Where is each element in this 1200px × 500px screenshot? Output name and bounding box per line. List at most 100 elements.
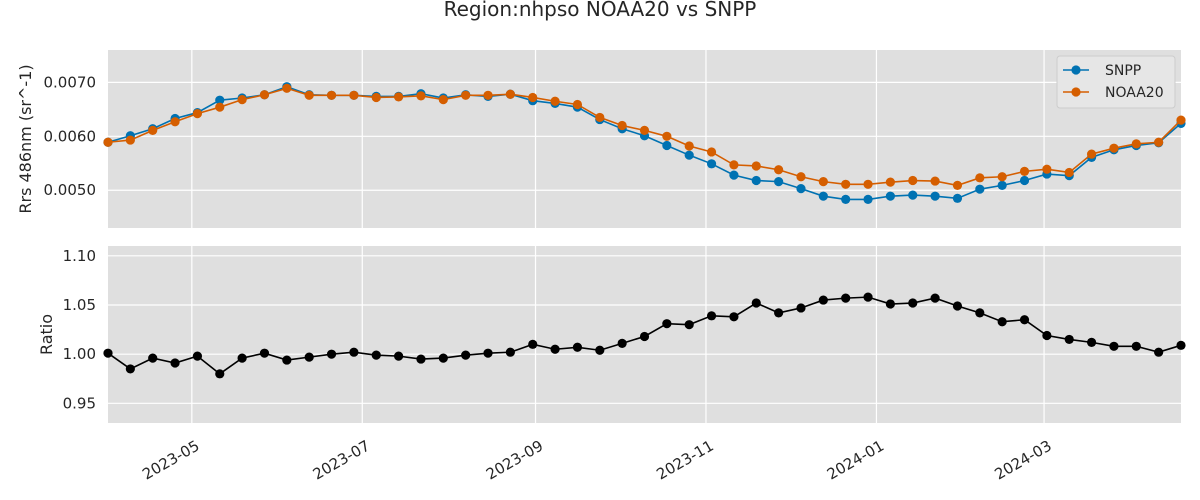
top-panel: 0.0050 0.0060 0.0070 Rrs 486nm (sr^-1) SNPP N… (16, 50, 1186, 228)
data-point (975, 184, 985, 194)
data-point (863, 194, 873, 205)
data-point (975, 308, 985, 318)
legend-marker (1071, 87, 1081, 97)
data-point (215, 102, 225, 112)
data-point (662, 131, 672, 141)
data-point (930, 191, 940, 201)
data-point (751, 161, 761, 171)
data-point (796, 172, 806, 182)
data-point (170, 117, 180, 127)
y-tick-label: 1.05 (63, 296, 96, 314)
x-tick-label: 2023-11 (653, 437, 716, 484)
data-point (572, 99, 583, 110)
data-point (282, 355, 292, 365)
data-point (1042, 330, 1052, 341)
y-axis-label: Ratio (37, 314, 56, 355)
data-point (148, 125, 158, 135)
data-point (438, 95, 448, 105)
data-point (729, 170, 739, 180)
data-point (1064, 167, 1074, 178)
data-point (952, 180, 963, 190)
data-point (1064, 334, 1074, 345)
data-point (192, 109, 203, 119)
data-point (975, 173, 985, 183)
data-point (215, 95, 225, 105)
data-point (1086, 337, 1097, 347)
data-point (930, 293, 940, 303)
data-point (684, 320, 694, 330)
data-point (170, 358, 180, 368)
chart-title: Region:nhpso NOAA20 vs SNPP (444, 0, 757, 21)
data-point (125, 135, 135, 145)
data-point (461, 350, 471, 360)
data-point (706, 311, 717, 321)
data-point (863, 179, 873, 189)
data-point (751, 175, 761, 186)
y-tick-label: 1.10 (63, 247, 96, 265)
data-point (751, 298, 761, 308)
data-point (371, 350, 381, 360)
x-tick-label: 2024-03 (992, 437, 1055, 484)
data-point (259, 90, 270, 100)
data-point (528, 339, 538, 349)
data-point (662, 140, 672, 151)
data-point (215, 369, 225, 379)
data-point (572, 342, 583, 352)
data-point (326, 90, 337, 100)
data-point (148, 353, 158, 363)
data-point (706, 159, 717, 169)
legend: SNPP NOAA20 (1056, 55, 1176, 109)
data-point (639, 331, 650, 342)
data-point (818, 295, 828, 305)
data-point (595, 112, 605, 123)
legend-box (1056, 55, 1176, 109)
data-point (774, 177, 784, 187)
legend-label: NOAA20 (1105, 85, 1164, 101)
data-point (304, 90, 314, 100)
data-point (1042, 164, 1052, 174)
data-point (818, 191, 828, 201)
data-point (349, 347, 359, 357)
data-point (125, 364, 135, 374)
data-point (326, 349, 337, 359)
data-point (371, 92, 381, 103)
data-point (774, 308, 784, 318)
x-tick-label: 2023-07 (310, 437, 373, 484)
data-point (908, 175, 918, 186)
data-point (192, 351, 203, 361)
data-point (483, 90, 493, 100)
data-point (1154, 347, 1164, 357)
data-point (1019, 166, 1030, 176)
data-point (505, 347, 515, 357)
data-point (1109, 143, 1119, 153)
data-point (1109, 341, 1119, 351)
data-point (706, 147, 717, 157)
data-point (237, 353, 247, 363)
x-axis-ticks: 2023-05 2023-07 2023-09 2023-11 2024-01 2024-… (139, 437, 1055, 484)
data-point (684, 141, 694, 151)
data-point (796, 303, 806, 313)
data-point (617, 120, 627, 131)
y-tick-label: 0.95 (63, 394, 96, 412)
data-point (997, 172, 1007, 182)
data-point (885, 299, 895, 309)
x-tick-label: 2023-09 (483, 437, 546, 484)
data-point (394, 92, 404, 102)
data-point (1019, 175, 1030, 186)
data-point (952, 301, 963, 311)
data-point (997, 180, 1007, 190)
data-point (1131, 139, 1141, 149)
data-point (639, 125, 650, 135)
data-point (617, 338, 627, 348)
data-point (595, 345, 605, 355)
data-point (841, 194, 851, 205)
data-point (1086, 149, 1097, 159)
x-tick-label: 2024-01 (824, 437, 887, 484)
data-point (1131, 341, 1141, 351)
data-point (997, 317, 1007, 327)
data-point (259, 348, 270, 358)
data-point (774, 165, 784, 175)
data-point (841, 293, 851, 303)
data-point (528, 92, 538, 103)
